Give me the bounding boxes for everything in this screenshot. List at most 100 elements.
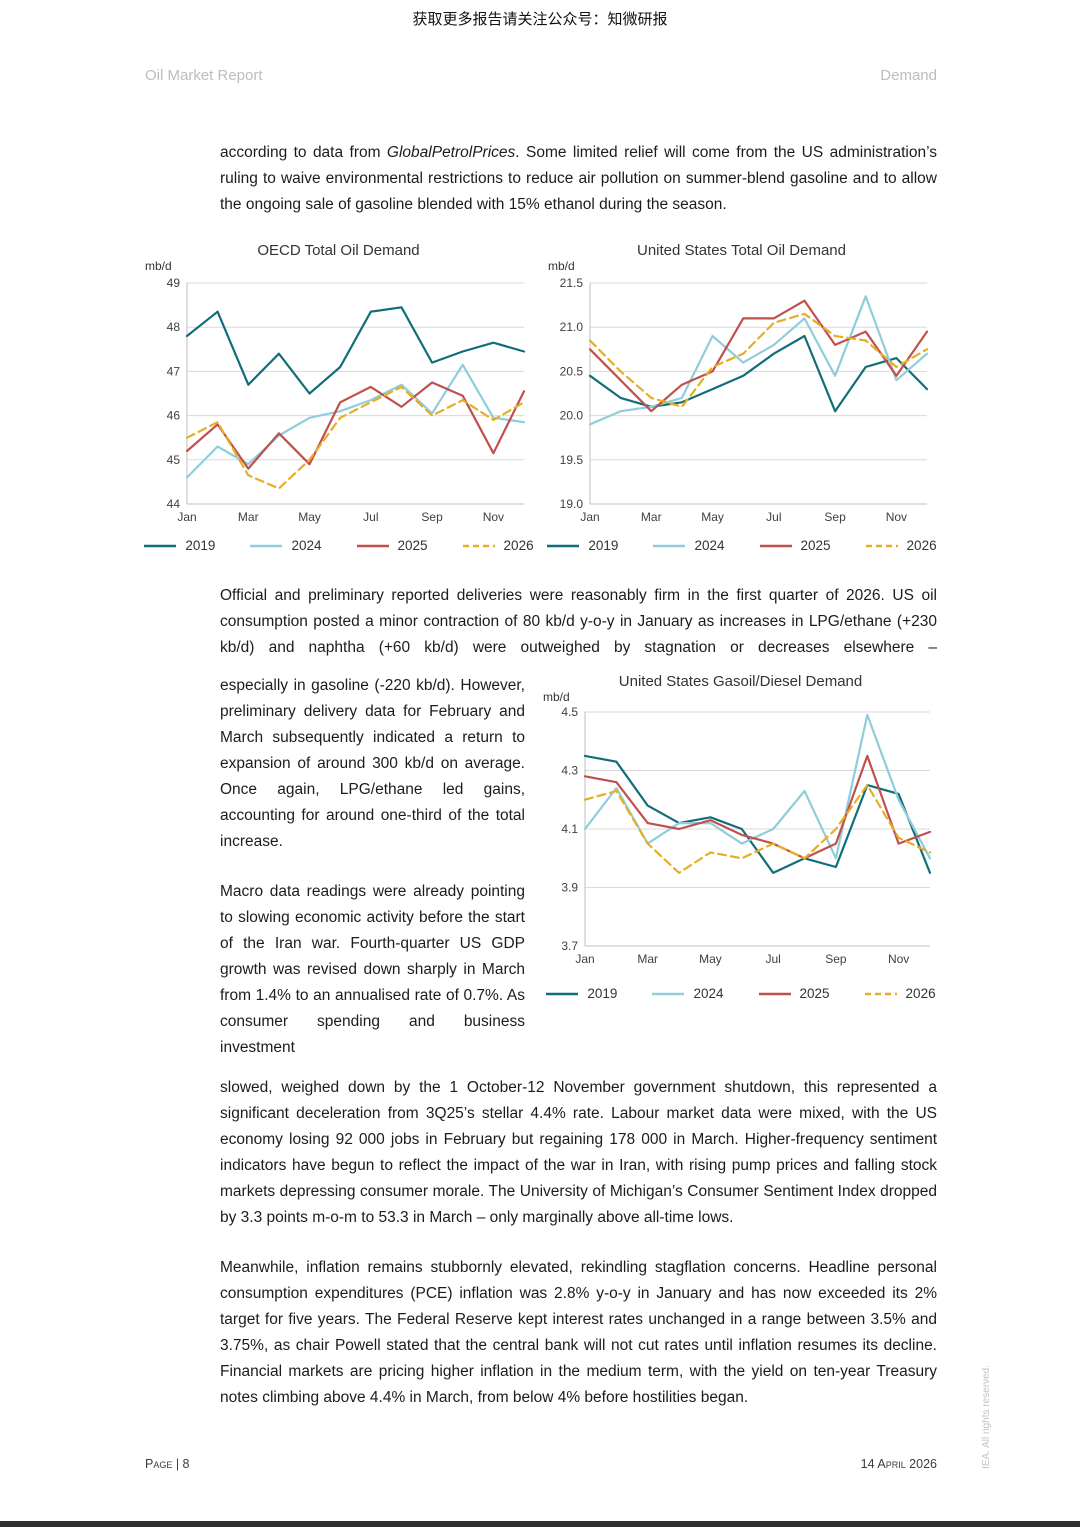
legend-item-2024: 2024 [249, 538, 322, 553]
left-text-column: especially in gasoline (-220 kb/d). Howe… [220, 673, 525, 1061]
us-gasoil-demand-chart: United States Gasoil/Diesel Demand mb/d … [541, 673, 940, 1061]
svg-text:4.5: 4.5 [561, 705, 578, 719]
legend-line-swatch [759, 544, 792, 547]
legend-item-2026: 2026 [864, 986, 936, 1001]
legend-item-2024: 2024 [651, 986, 724, 1001]
us-total-demand-chart-plot: 19.0 19.5 20.0 20.5 21.0 21.5 Jan Mar May Jul Sep N… [546, 275, 937, 530]
chart-unit-label: mb/d [145, 259, 172, 273]
report-title: Oil Market Report [145, 67, 263, 84]
svg-text:20.5: 20.5 [560, 364, 584, 378]
paragraph-macro: Macro data readings were already pointin… [220, 883, 525, 1056]
svg-text:4.3: 4.3 [561, 764, 578, 778]
svg-text:47: 47 [167, 364, 181, 378]
svg-text:19.0: 19.0 [560, 497, 584, 511]
legend-item-2024: 2024 [652, 538, 725, 553]
legend-label: 2019 [588, 538, 619, 553]
charts-row: OECD Total Oil Demand mb/d 44 45 46 47 48 49 J… [143, 242, 937, 553]
svg-text:Mar: Mar [641, 510, 662, 524]
legend-line-swatch [653, 544, 686, 547]
chart-legend: 2019 2024 2025 2026 [546, 538, 937, 553]
text-chart-wrap: especially in gasoline (-220 kb/d). Howe… [220, 673, 940, 1061]
legend-line-swatch [546, 992, 579, 995]
svg-text:Sep: Sep [421, 510, 443, 524]
svg-text:Nov: Nov [886, 510, 907, 524]
legend-label: 2025 [800, 538, 831, 553]
svg-text:Jan: Jan [580, 510, 599, 524]
legend-label: 2026 [906, 538, 937, 553]
page-footer: Page | 8 14 April 2026 [145, 1457, 937, 1471]
page-number: Page | 8 [145, 1457, 190, 1471]
legend-label: 2024 [694, 538, 725, 553]
paragraph-shutdown: slowed, weighed down by the 1 October-12… [220, 1079, 937, 1226]
legend-label: 2026 [905, 986, 936, 1001]
legend-line-swatch [758, 992, 791, 995]
svg-text:45: 45 [167, 453, 181, 467]
svg-text:Jul: Jul [363, 510, 378, 524]
svg-text:21.5: 21.5 [560, 276, 584, 290]
legend-label: 2024 [291, 538, 322, 553]
legend-item-2026: 2026 [462, 538, 534, 553]
copyright-vertical-note: IEA. All rights reserved. [981, 1365, 992, 1469]
legend-item-2019: 2019 [143, 538, 215, 553]
legend-item-2025: 2025 [758, 986, 830, 1001]
svg-text:48: 48 [167, 320, 181, 334]
legend-item-2026: 2026 [865, 538, 937, 553]
svg-text:Jan: Jan [575, 952, 594, 966]
svg-text:May: May [701, 510, 724, 524]
chart-legend: 2019 2024 2025 2026 [541, 986, 940, 1001]
legend-item-2025: 2025 [759, 538, 831, 553]
svg-text:21.0: 21.0 [560, 320, 584, 334]
oecd-demand-chart-plot: 44 45 46 47 48 49 Jan Mar May Jul Sep Nov [143, 275, 534, 530]
source-name-italic: GlobalPetrolPrices [386, 144, 516, 161]
chart-legend: 2019 2024 2025 2026 [143, 538, 534, 553]
chart-unit-label: mb/d [543, 690, 570, 704]
legend-line-swatch [250, 544, 283, 547]
svg-text:44: 44 [167, 497, 181, 511]
legend-label: 2019 [587, 986, 618, 1001]
svg-text:46: 46 [167, 409, 181, 423]
chart-title: United States Gasoil/Diesel Demand [618, 673, 863, 690]
legend-label: 2024 [693, 986, 724, 1001]
us-gasoil-demand-chart-plot: 3.7 3.9 4.1 4.3 4.5 Jan Mar May Jul Sep Nov [541, 704, 940, 972]
chart-unit-label: mb/d [548, 259, 575, 273]
svg-text:Jan: Jan [177, 510, 196, 524]
paragraph-gasoline: especially in gasoline (-220 kb/d). Howe… [220, 677, 525, 850]
section-label: Demand [880, 67, 937, 84]
paragraph-deliveries: Official and preliminary reported delive… [220, 587, 937, 656]
report-date: 14 April 2026 [860, 1457, 937, 1471]
legend-line-swatch [652, 992, 685, 995]
paragraph-intro: according to data from GlobalPetrolPrice… [220, 140, 937, 218]
legend-label: 2025 [799, 986, 830, 1001]
svg-text:3.7: 3.7 [561, 939, 578, 953]
oecd-demand-chart: OECD Total Oil Demand mb/d 44 45 46 47 48 49 J… [143, 242, 534, 553]
legend-line-swatch [356, 544, 389, 547]
paragraph-inflation: Meanwhile, inflation remains stubbornly … [220, 1259, 937, 1406]
svg-text:Nov: Nov [483, 510, 504, 524]
svg-text:Sep: Sep [824, 510, 846, 524]
svg-text:Jul: Jul [766, 952, 781, 966]
paragraph-intro-rest: . Some limited relief will come from the… [220, 144, 937, 213]
page-bottom-edge [0, 1521, 1080, 1527]
wechat-banner: 获取更多报告请关注公众号：知微研报 [412, 11, 668, 28]
us-total-demand-chart: United States Total Oil Demand mb/d 19.0… [546, 242, 937, 553]
page-header: Oil Market Report Demand [145, 67, 937, 84]
legend-line-swatch [547, 544, 580, 547]
svg-text:May: May [699, 952, 722, 966]
legend-line-swatch [865, 544, 898, 547]
svg-text:Sep: Sep [825, 952, 847, 966]
svg-text:Mar: Mar [637, 952, 658, 966]
svg-text:49: 49 [167, 276, 181, 290]
chart-title: OECD Total Oil Demand [257, 242, 420, 259]
legend-label: 2026 [503, 538, 534, 553]
svg-text:20.0: 20.0 [560, 409, 584, 423]
legend-label: 2025 [397, 538, 428, 553]
paragraph-intro-text: according to data from [220, 144, 387, 161]
svg-text:3.9: 3.9 [561, 881, 578, 895]
legend-line-swatch [864, 992, 897, 995]
legend-item-2025: 2025 [356, 538, 428, 553]
svg-text:Nov: Nov [888, 952, 909, 966]
legend-line-swatch [462, 544, 495, 547]
svg-text:4.1: 4.1 [561, 822, 578, 836]
legend-label: 2019 [185, 538, 216, 553]
legend-line-swatch [144, 544, 177, 547]
